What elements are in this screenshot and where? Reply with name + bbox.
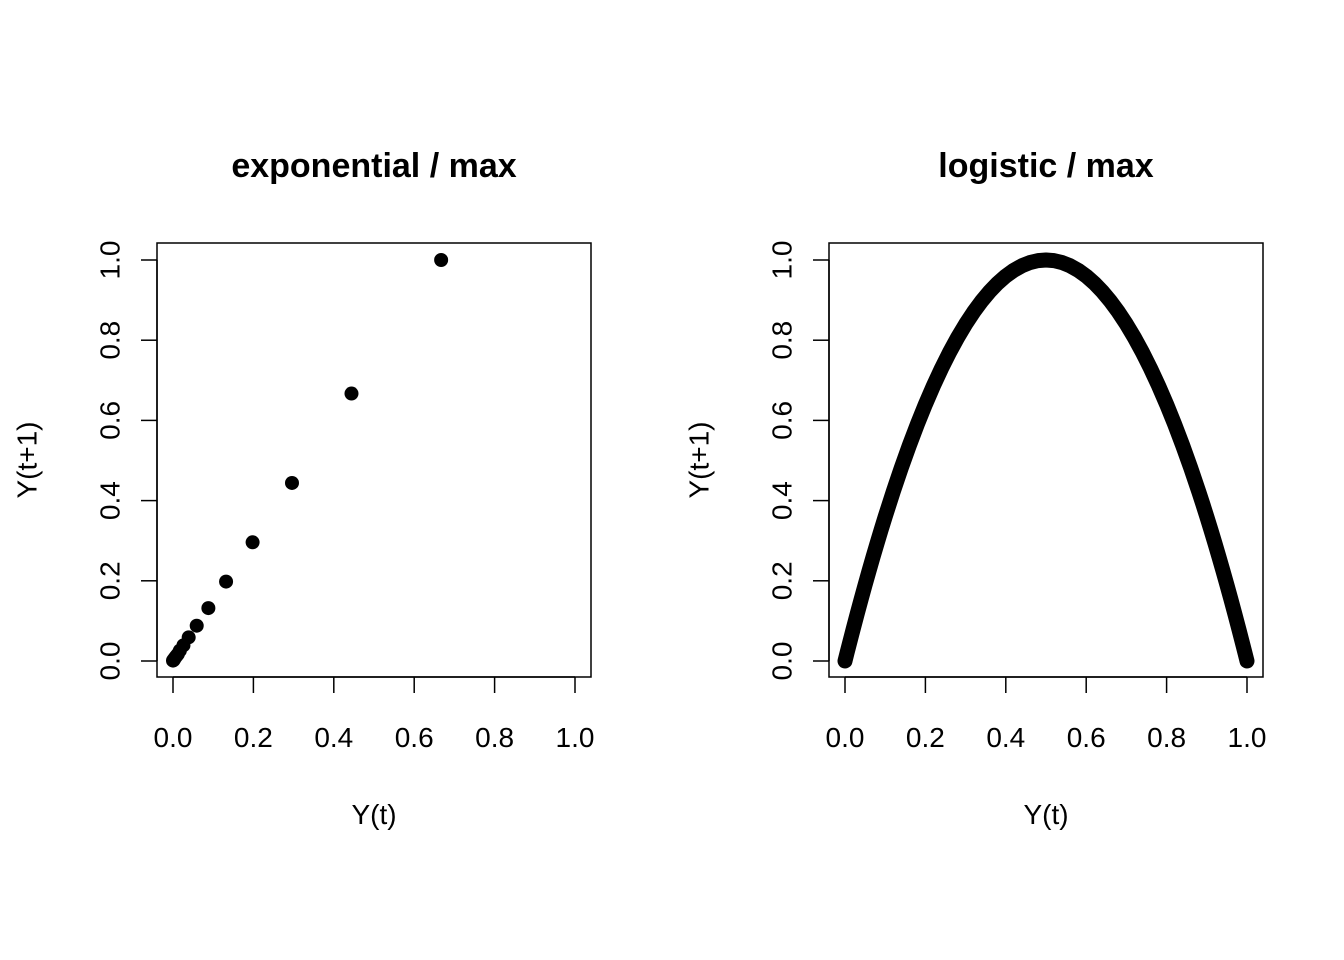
data-point xyxy=(1219,577,1234,592)
y-tick-label: 0.8 xyxy=(767,321,798,360)
x-tick-label: 0.8 xyxy=(1147,722,1186,753)
data-point xyxy=(1240,654,1254,668)
y-tick-label: 0.6 xyxy=(95,401,126,440)
data-point xyxy=(874,522,889,537)
data-point xyxy=(1175,438,1190,453)
data-point xyxy=(434,253,449,267)
data-point xyxy=(974,294,989,309)
data-point xyxy=(1199,509,1214,524)
logistic-panel: logistic / max 0.0 0.2 0.4 0.6 0.8 1.0 0.0 0.2 0.… xyxy=(684,147,1267,830)
data-point xyxy=(1207,535,1222,550)
x-tick-label: 1.0 xyxy=(556,722,595,753)
data-point xyxy=(189,618,204,633)
data-point xyxy=(886,484,901,499)
data-point xyxy=(219,574,234,589)
data-point xyxy=(1203,522,1218,537)
x-tick-label: 1.0 xyxy=(1228,722,1267,753)
x-axis-label: Y(t) xyxy=(1023,799,1068,830)
data-point xyxy=(950,330,965,345)
data-point xyxy=(1231,622,1246,637)
plot-frame xyxy=(156,242,592,678)
data-point xyxy=(846,622,861,637)
data-point xyxy=(1095,284,1110,299)
data-point xyxy=(201,601,216,616)
chart-title: exponential / max xyxy=(231,147,516,185)
y-axis-label: Y(t+1) xyxy=(12,421,43,498)
data-point xyxy=(245,535,260,550)
data-point xyxy=(966,304,981,319)
series-points xyxy=(837,252,1255,669)
y-tick-label: 0.6 xyxy=(767,401,798,440)
data-point xyxy=(1159,397,1174,412)
data-point xyxy=(894,460,909,475)
data-point xyxy=(854,592,869,607)
x-tick-label: 0.4 xyxy=(314,722,353,753)
data-point xyxy=(284,475,299,490)
data-point xyxy=(181,630,196,645)
series-points xyxy=(166,253,449,668)
y-tick-label: 0.0 xyxy=(95,642,126,681)
data-point xyxy=(910,417,925,432)
data-point xyxy=(1223,592,1238,607)
x-axis-label: Y(t) xyxy=(351,799,396,830)
data-point xyxy=(1103,294,1118,309)
y-tick-label: 0.2 xyxy=(767,561,798,600)
chart-title: logistic / max xyxy=(938,147,1153,185)
data-point xyxy=(850,607,865,622)
data-point xyxy=(862,563,877,578)
x-tick-label: 0.2 xyxy=(906,722,945,753)
data-point xyxy=(958,317,973,332)
x-tick-label: 0.0 xyxy=(154,722,193,753)
data-point xyxy=(1195,496,1210,511)
y-axis-label: Y(t+1) xyxy=(684,421,715,498)
data-point xyxy=(918,397,933,412)
x-tick-label: 0.6 xyxy=(395,722,434,753)
data-point xyxy=(1227,607,1242,622)
data-point xyxy=(1211,549,1226,564)
x-tick-label: 0.0 xyxy=(826,722,865,753)
data-point xyxy=(1111,304,1126,319)
y-tick-label: 0.8 xyxy=(95,321,126,360)
data-point xyxy=(1151,378,1166,393)
y-tick-label: 1.0 xyxy=(767,241,798,280)
data-point xyxy=(902,438,917,453)
data-point xyxy=(344,386,359,401)
y-tick-label: 0.0 xyxy=(767,642,798,681)
y-tick-label: 0.4 xyxy=(95,481,126,520)
data-point xyxy=(1143,361,1158,376)
data-point xyxy=(842,638,857,653)
y-tick-label: 1.0 xyxy=(95,241,126,280)
data-point xyxy=(1127,330,1142,345)
data-point xyxy=(942,345,957,360)
data-point xyxy=(866,549,881,564)
data-point xyxy=(934,361,949,376)
series-curve xyxy=(837,252,1255,669)
data-point xyxy=(1135,345,1150,360)
data-point xyxy=(1183,460,1198,475)
data-point xyxy=(870,535,885,550)
y-tick-label: 0.2 xyxy=(95,561,126,600)
data-point xyxy=(1215,563,1230,578)
x-tick-label: 0.2 xyxy=(234,722,273,753)
data-point xyxy=(858,577,873,592)
x-tick-label: 0.6 xyxy=(1067,722,1106,753)
data-point xyxy=(1167,417,1182,432)
y-tick-label: 0.4 xyxy=(767,481,798,520)
plot-frame xyxy=(828,242,1264,678)
data-point xyxy=(926,378,941,393)
x-tick-label: 0.8 xyxy=(475,722,514,753)
exponential-panel: exponential / max 0.0 0.2 0.4 0.6 0.8 1.0 0.0 0.… xyxy=(12,147,595,830)
data-point xyxy=(1191,484,1206,499)
x-tick-label: 0.4 xyxy=(986,722,1025,753)
data-point xyxy=(1119,317,1134,332)
data-point xyxy=(878,509,893,524)
